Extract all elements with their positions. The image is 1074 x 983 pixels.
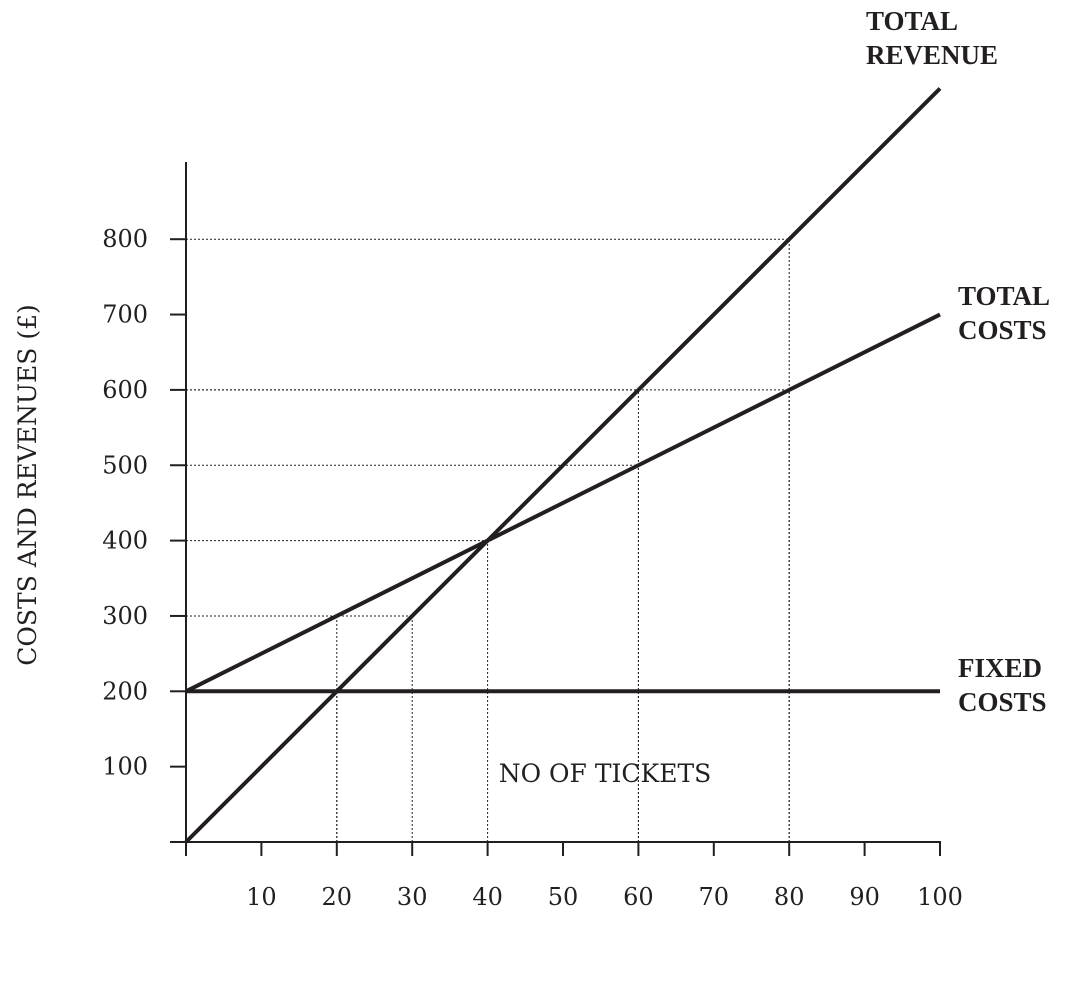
x-tick-label: 10 <box>246 883 277 911</box>
y-tick-label: 400 <box>102 527 148 555</box>
x-tick-label: 90 <box>849 883 880 911</box>
series-label-line: FIXED <box>958 653 1042 683</box>
y-tick-label: 500 <box>102 451 148 479</box>
y-axis-title: COSTS AND REVENUES (£) <box>13 304 42 665</box>
series-label-line: TOTAL <box>958 281 1050 311</box>
y-tick-label: 800 <box>102 225 148 253</box>
axes: 100 200 300 400 500 600 700 800 10 20 30 40 50 60 70 80… <box>102 162 963 911</box>
series-label: FIXED COSTS <box>958 653 1047 717</box>
y-tick-label: 200 <box>102 677 148 705</box>
x-tick-label: 30 <box>397 883 428 911</box>
y-tick-label: 100 <box>102 753 148 781</box>
y-tick-label: 600 <box>102 376 148 404</box>
x-tick-label: 70 <box>699 883 730 911</box>
series-label: TOTAL COSTS <box>958 281 1050 345</box>
series-lines <box>184 87 942 844</box>
series-line <box>185 312 941 694</box>
x-tick-label: 50 <box>548 883 579 911</box>
x-tick-label: 40 <box>472 883 503 911</box>
series-label: TOTAL REVENUE <box>866 6 998 70</box>
x-tick-label: 80 <box>774 883 805 911</box>
y-tick-label: 700 <box>102 301 148 329</box>
series-label-line: COSTS <box>958 687 1047 717</box>
series-label-line: COSTS <box>958 315 1047 345</box>
x-tick-label: 20 <box>322 883 353 911</box>
x-tick-label: 100 <box>917 883 963 911</box>
series-line <box>184 87 942 844</box>
y-tick-label: 300 <box>102 602 148 630</box>
series-label-line: TOTAL <box>866 6 958 36</box>
labels: NO OF TICKETS COSTS AND REVENUES (£) TOT… <box>13 6 1050 788</box>
series-label-line: REVENUE <box>866 40 998 70</box>
x-tick-label: 60 <box>623 883 654 911</box>
x-axis-title: NO OF TICKETS <box>499 759 712 788</box>
